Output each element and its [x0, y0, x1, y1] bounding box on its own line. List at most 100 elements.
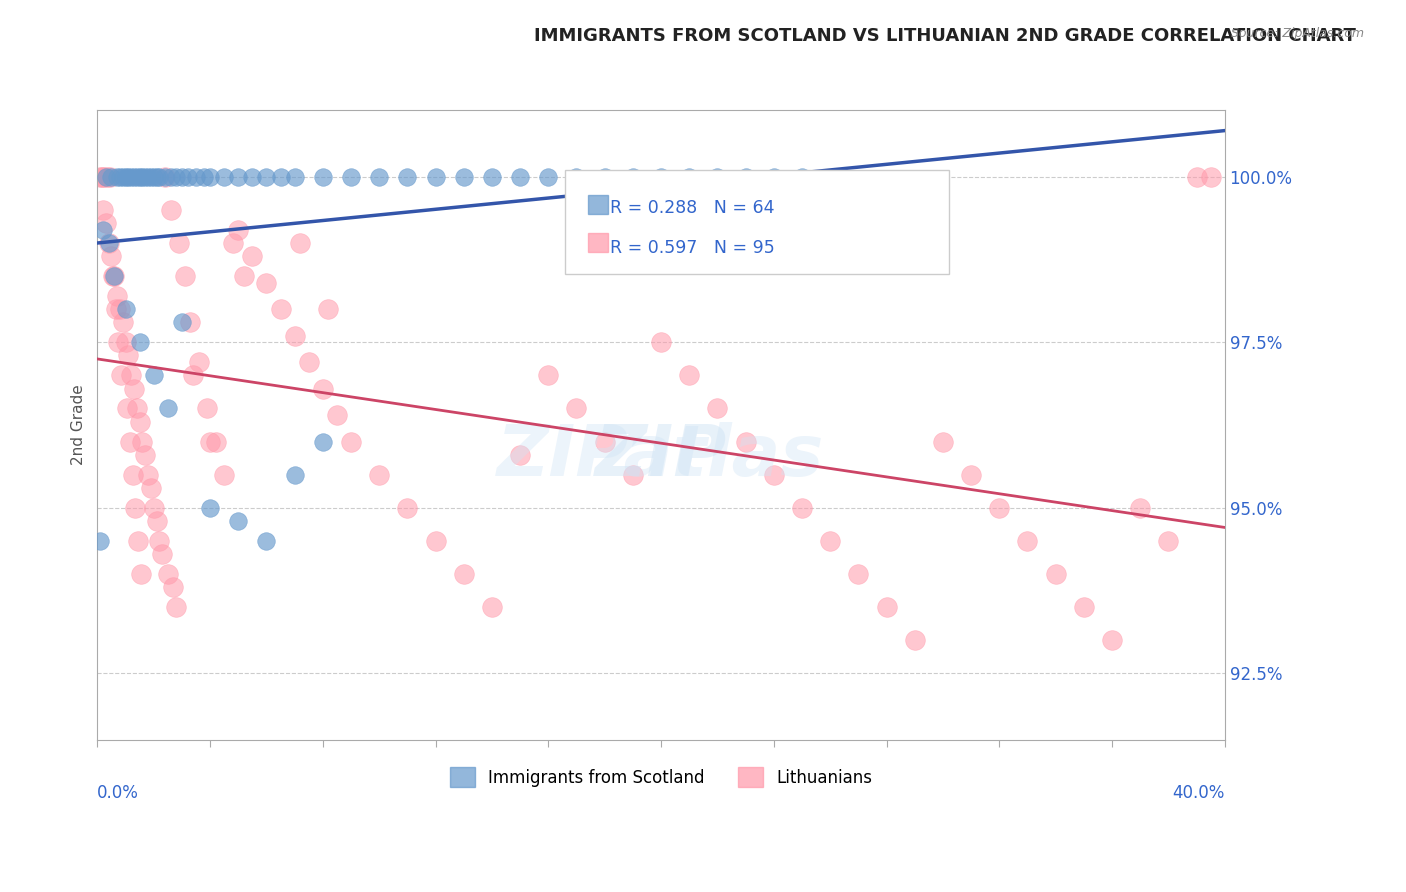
Point — [122, 169, 145, 184]
Point — [621, 169, 644, 184]
Point — [565, 169, 588, 184]
Point — [131, 434, 153, 449]
Point — [960, 467, 983, 482]
Point — [117, 349, 139, 363]
Point — [165, 600, 187, 615]
Point — [1185, 169, 1208, 184]
Point — [176, 169, 198, 184]
Point — [100, 249, 122, 263]
Point — [153, 169, 176, 184]
Point — [139, 169, 162, 184]
Point — [312, 434, 335, 449]
Point — [136, 169, 159, 184]
Bar — [588, 233, 607, 252]
Point — [145, 514, 167, 528]
Point — [290, 235, 312, 250]
Point — [121, 467, 143, 482]
Text: Source: ZipAtlas.com: Source: ZipAtlas.com — [1230, 27, 1364, 40]
Point — [509, 169, 531, 184]
Point — [340, 434, 363, 449]
Point — [193, 169, 215, 184]
Point — [212, 169, 235, 184]
Point — [593, 169, 616, 184]
Point — [100, 169, 122, 184]
Point — [159, 169, 181, 184]
Point — [89, 533, 111, 548]
Point — [105, 169, 128, 184]
Bar — [588, 195, 607, 214]
Text: R = 0.288   N = 64: R = 0.288 N = 64 — [610, 199, 775, 217]
Point — [226, 169, 249, 184]
Point — [1129, 500, 1152, 515]
Point — [94, 169, 117, 184]
Point — [368, 169, 391, 184]
Point — [762, 467, 785, 482]
Point — [145, 169, 167, 184]
Point — [117, 169, 139, 184]
Point — [298, 355, 321, 369]
Point — [101, 268, 124, 283]
Point — [198, 434, 221, 449]
Point — [650, 169, 672, 184]
Point — [128, 415, 150, 429]
Point — [678, 368, 700, 383]
Point — [284, 169, 307, 184]
Point — [284, 328, 307, 343]
Point — [120, 368, 142, 383]
Point — [114, 335, 136, 350]
Point — [481, 600, 503, 615]
Point — [128, 169, 150, 184]
Point — [111, 315, 134, 329]
Point — [97, 235, 120, 250]
Point — [270, 169, 292, 184]
Point — [173, 268, 195, 283]
Point — [170, 315, 193, 329]
Point — [97, 235, 120, 250]
Point — [105, 289, 128, 303]
Point — [98, 169, 121, 184]
Text: ZIPatlas: ZIPatlas — [498, 422, 825, 491]
Point — [181, 368, 204, 383]
Point — [114, 302, 136, 317]
Point — [162, 580, 184, 594]
Point — [142, 368, 165, 383]
Point — [481, 169, 503, 184]
Point — [226, 514, 249, 528]
Y-axis label: 2nd Grade: 2nd Grade — [72, 384, 86, 466]
Point — [1157, 533, 1180, 548]
Point — [150, 547, 173, 561]
Point — [425, 533, 447, 548]
Point — [537, 169, 560, 184]
Point — [204, 434, 226, 449]
Point — [256, 169, 278, 184]
Point — [240, 169, 263, 184]
Point — [90, 169, 112, 184]
Point — [790, 169, 813, 184]
Point — [846, 567, 869, 582]
Point — [232, 268, 254, 283]
Point — [1199, 169, 1222, 184]
Point — [114, 169, 136, 184]
Point — [129, 567, 152, 582]
Point — [91, 222, 114, 236]
Point — [678, 169, 700, 184]
Point — [312, 382, 335, 396]
Point — [184, 169, 207, 184]
Point — [103, 268, 125, 283]
Point — [537, 368, 560, 383]
Point — [1073, 600, 1095, 615]
Point — [312, 169, 335, 184]
Point — [790, 500, 813, 515]
Point — [212, 467, 235, 482]
Point — [156, 567, 179, 582]
Point — [509, 448, 531, 462]
Text: R = 0.597   N = 95: R = 0.597 N = 95 — [610, 239, 775, 258]
Point — [124, 500, 146, 515]
Point — [270, 302, 292, 317]
Point — [120, 169, 142, 184]
Point — [89, 169, 111, 184]
Legend: Immigrants from Scotland, Lithuanians: Immigrants from Scotland, Lithuanians — [443, 761, 879, 794]
Point — [565, 401, 588, 416]
Point — [108, 169, 131, 184]
Point — [142, 500, 165, 515]
